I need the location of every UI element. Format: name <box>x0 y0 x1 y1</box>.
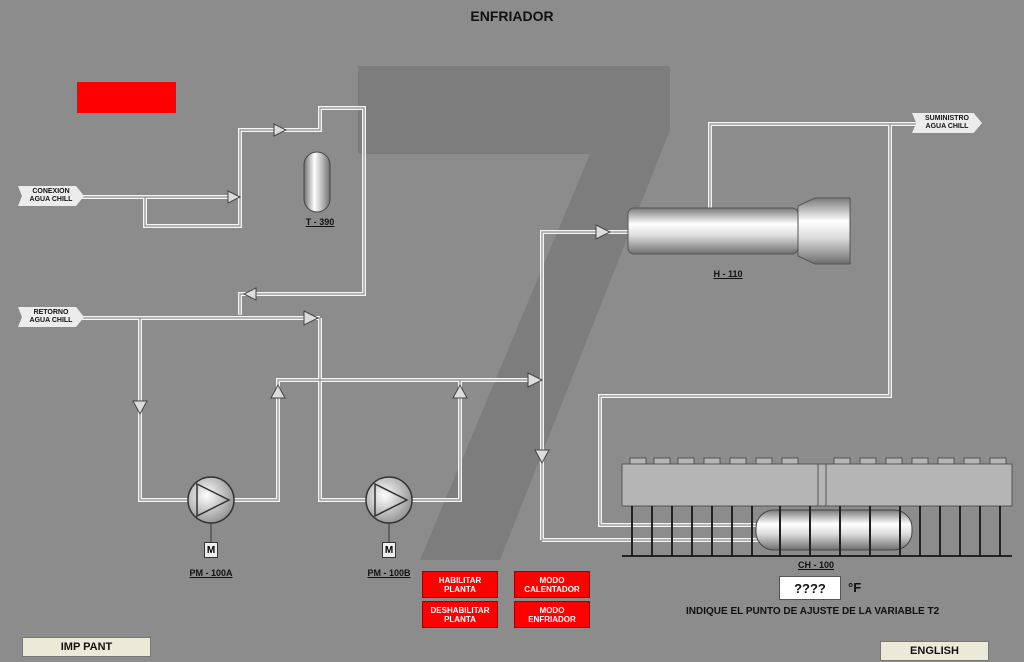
flow-arrow <box>273 123 288 137</box>
suministro-agua-chill-tag: SUMINISTRO AGUA CHILL <box>912 113 982 133</box>
heater-label: H - 110 <box>713 269 743 279</box>
chiller-label: CH - 100 <box>797 560 834 570</box>
setpoint-prompt: INDIQUE EL PUNTO DE AJUSTE DE LA VARIABL… <box>686 606 940 617</box>
flow-arrow <box>595 224 612 240</box>
retorno-agua-chill-tag: RETORNO AGUA CHILL <box>18 307 84 327</box>
flow-arrow <box>527 372 544 388</box>
heater-h110-body <box>627 207 799 255</box>
flow-arrow <box>303 310 320 326</box>
flow-arrow <box>242 287 257 301</box>
imp-pant-button[interactable]: IMP PANT <box>22 637 151 657</box>
motor-a-icon: M <box>204 542 218 558</box>
english-button[interactable]: ENGLISH <box>880 641 989 661</box>
pump-a-label: PM - 100A <box>189 568 233 578</box>
setpoint-input[interactable]: ???? <box>779 576 841 600</box>
modo-calentador-button[interactable]: MODO CALENTADOR <box>514 571 590 598</box>
alarm-indicator <box>77 82 176 113</box>
pump-b-label: PM - 100B <box>367 568 411 578</box>
modo-enfriador-button[interactable]: MODO ENFRIADOR <box>514 601 590 628</box>
motor-b-icon: M <box>382 542 396 558</box>
habilitar-planta-button[interactable]: HABILITAR PLANTA <box>422 571 498 598</box>
setpoint-unit: °F <box>848 580 862 595</box>
watermark-seven <box>358 66 670 560</box>
pump-b <box>365 476 413 524</box>
flow-arrow <box>227 190 242 204</box>
chiller-condenser <box>621 463 1013 507</box>
flow-arrow <box>452 383 468 399</box>
flow-arrow <box>132 400 148 416</box>
flow-arrow <box>270 383 286 399</box>
conexion-agua-chill-tag: CONEXION AGUA CHILL <box>18 186 84 206</box>
pump-a <box>187 476 235 524</box>
deshabilitar-planta-button[interactable]: DESHABILITAR PLANTA <box>422 601 498 628</box>
heater-h110-head <box>797 197 851 265</box>
flow-arrow <box>534 449 550 465</box>
chiller-evaporator <box>755 509 913 551</box>
tank-t390 <box>303 151 331 213</box>
tank-label: T - 390 <box>305 217 335 227</box>
page-title: ENFRIADOR <box>470 8 554 24</box>
